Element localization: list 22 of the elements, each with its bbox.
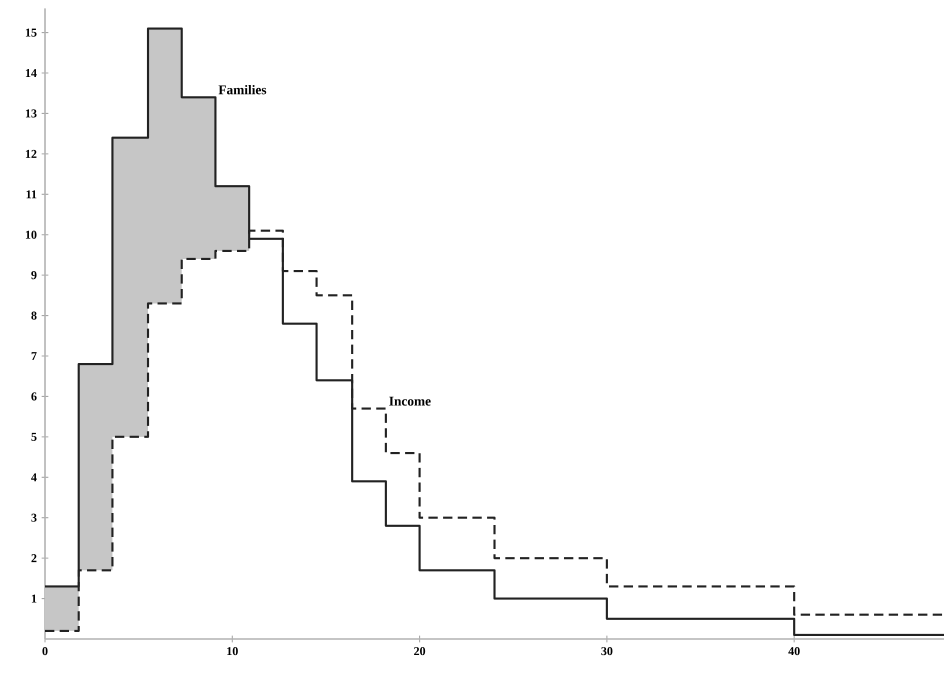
y-tick-label: 11 [26,190,36,198]
y-tick-label: 6 [31,392,37,400]
x-tick-label: 40 [788,647,800,656]
y-tick-label: 8 [31,312,37,320]
y-tick-label: 7 [32,352,37,360]
x-tick-label: 20 [414,647,426,656]
y-tick-label: 14 [26,69,37,77]
y-tick-label: 3 [31,514,37,522]
y-tick-label: 2 [31,554,36,562]
x-tick-label: 30 [601,647,612,656]
y-tick-label: 13 [26,109,37,118]
series-label: Income [389,396,431,406]
x-tick-label: 10 [227,647,238,656]
y-tick-label: 9 [31,271,37,280]
series-label: Families [218,84,266,94]
y-tick-label: 12 [26,150,36,158]
y-tick-label: 4 [31,473,37,482]
y-tick-label: 1 [32,594,36,603]
x-tick-label: 0 [42,647,48,656]
y-tick-label: 5 [31,432,37,441]
y-tick-label: 10 [26,230,36,239]
y-tick-label: 15 [26,28,37,37]
